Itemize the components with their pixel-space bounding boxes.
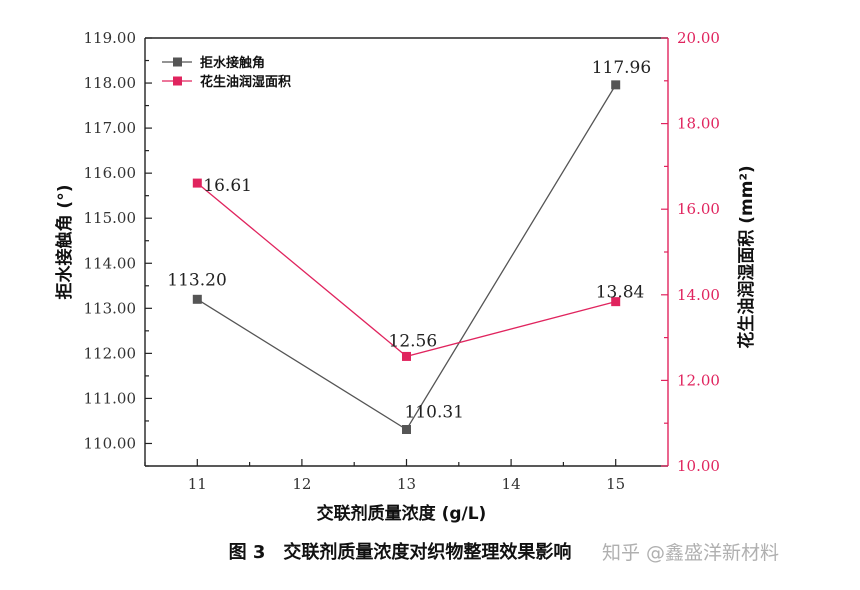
axes: 110.00 111.00 112.00 113.00 114.00 115.00 116.…: [54, 29, 757, 524]
right-tick-label: 12.00: [677, 371, 720, 389]
left-tick-label: 118.00: [84, 74, 137, 92]
data-labels-layer: 113.20 110.31 117.96 16.61 12.56 13.84: [167, 58, 651, 423]
right-tick-label: 16.00: [677, 200, 720, 218]
left-tick-label: 119.00: [84, 29, 137, 47]
x-tick-label: 11: [188, 475, 207, 493]
figure-caption: 图 3 交联剂质量浓度对织物整理效果影响: [228, 542, 572, 563]
left-tick-label: 115.00: [84, 209, 137, 227]
x-tick-label: 14: [502, 475, 521, 493]
series-2-data-label: 16.61: [203, 176, 252, 196]
legend-marker-2: [173, 76, 182, 86]
right-tick-label: 10.00: [677, 457, 720, 475]
series-1-point: [611, 80, 621, 90]
series-1-data-label: 117.96: [592, 58, 651, 78]
x-tick-label: 12: [292, 475, 311, 493]
series-layer: [192, 80, 621, 435]
legend-label-1: 拒水接触角: [200, 55, 265, 71]
series-2-point: [402, 351, 411, 361]
x-tick-label: 13: [397, 475, 416, 493]
x-axis-title: 交联剂质量浓度 (g/L): [317, 503, 487, 524]
left-tick-label: 113.00: [84, 299, 137, 317]
left-tick-label: 117.00: [84, 119, 137, 137]
legend-label-2: 花生油润湿面积: [200, 74, 291, 90]
series-1-data-label: 113.20: [167, 270, 226, 290]
series-2-data-label: 13.84: [596, 283, 645, 303]
left-tick-label: 111.00: [84, 389, 137, 407]
series-1-point: [192, 294, 202, 304]
series-1-data-label: 110.31: [405, 403, 464, 423]
right-tick-label: 20.00: [677, 29, 720, 47]
right-axis-title: 花生油润湿面积 (mm²): [736, 165, 757, 348]
chart: 110.00 111.00 112.00 113.00 114.00 115.00 116.…: [54, 29, 757, 524]
left-tick-label: 114.00: [84, 254, 137, 272]
series-1-point: [402, 425, 411, 435]
left-tick-label: 112.00: [84, 344, 137, 362]
series-line-1: [196, 84, 617, 431]
left-tick-label: 110.00: [84, 434, 137, 452]
watermark: 知乎 @鑫盛洋新材料: [602, 542, 780, 564]
series-2-point: [611, 297, 621, 307]
series-2-data-label: 12.56: [389, 331, 438, 351]
series-2-point: [192, 178, 202, 188]
right-tick-label: 18.00: [677, 115, 720, 133]
x-tick-label: 15: [606, 475, 625, 493]
left-axis-title: 拒水接触角 (°): [54, 185, 75, 300]
legend-marker-1: [173, 57, 182, 67]
series-line-2: [196, 182, 616, 358]
left-tick-label: 116.00: [84, 164, 137, 182]
right-tick-label: 14.00: [677, 286, 720, 304]
